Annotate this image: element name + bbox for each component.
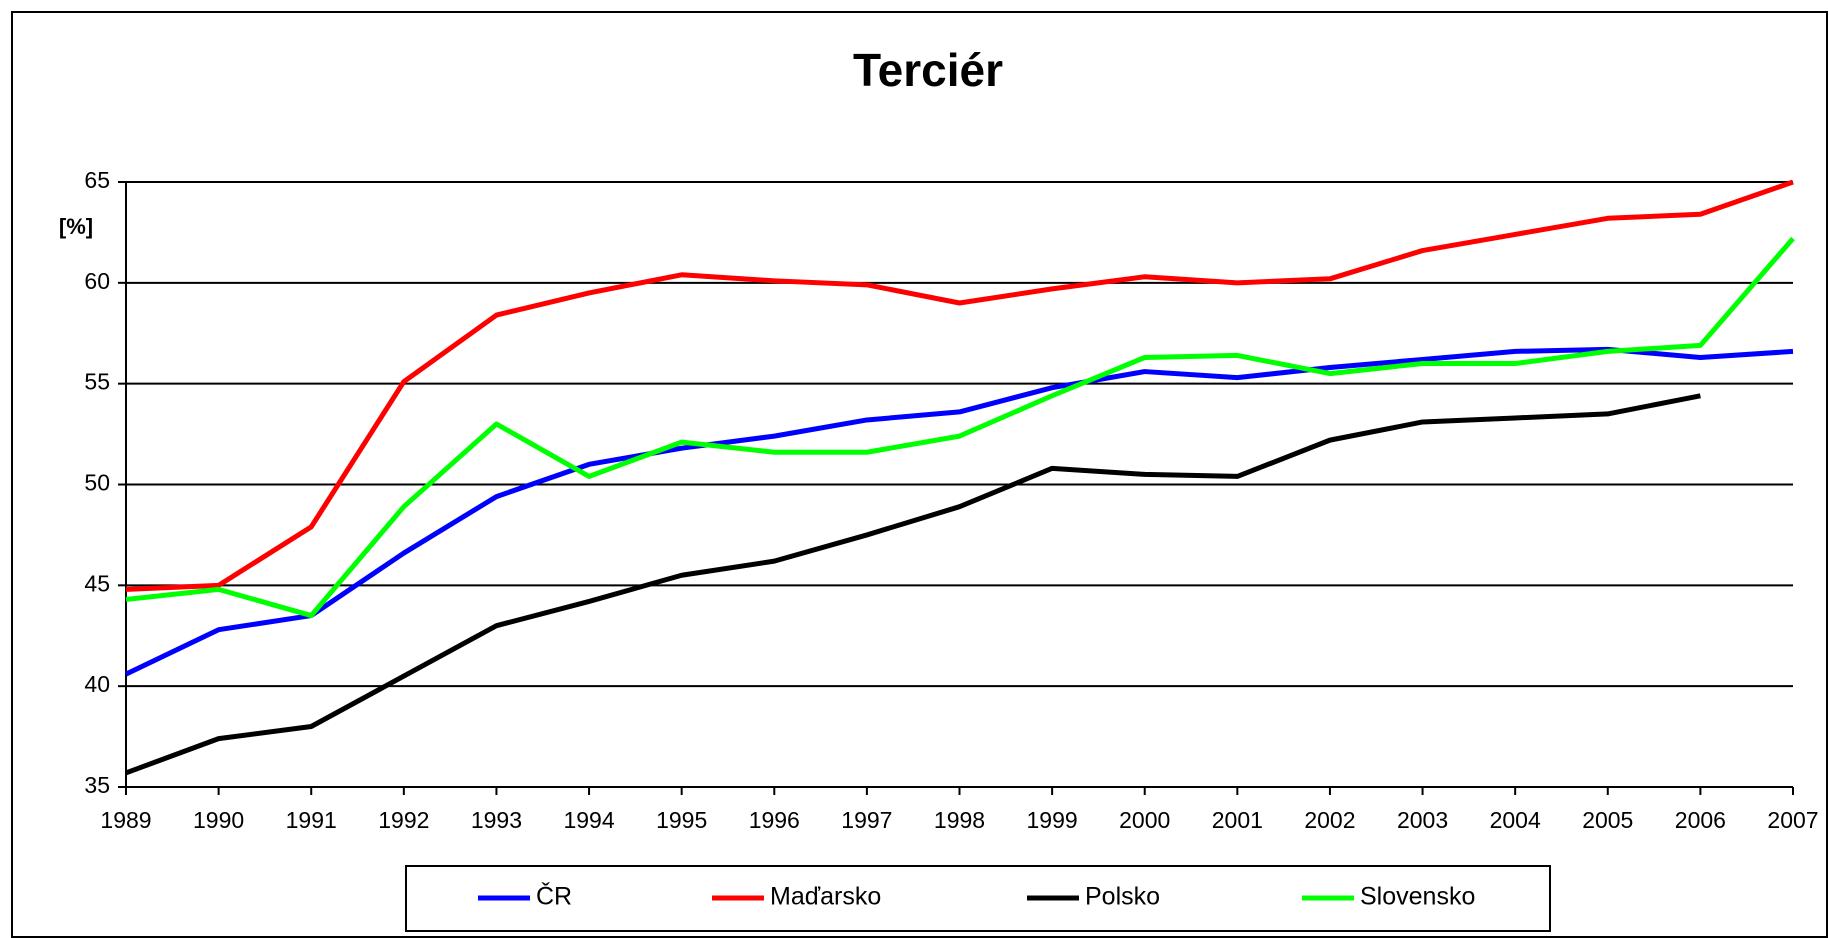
x-tick-label: 2006 (1675, 807, 1726, 833)
x-tick-label: 2005 (1582, 807, 1633, 833)
y-tick-label: 50 (84, 470, 110, 496)
x-tick-label: 2002 (1304, 807, 1355, 833)
x-tick-label: 1990 (193, 807, 244, 833)
legend-label: Slovensko (1360, 883, 1475, 911)
series-line (124, 346, 1794, 677)
y-tick-label: 60 (84, 268, 110, 294)
legend-label: ČR (536, 882, 572, 911)
series-line (125, 236, 1795, 619)
x-tick-label: 1993 (471, 807, 522, 833)
x-tick-label: 2004 (1490, 807, 1541, 833)
y-tick-label: 35 (84, 772, 110, 798)
y-tick-label: 55 (84, 369, 110, 395)
y-tick-label: 65 (84, 167, 110, 193)
legend-label: Polsko (1085, 883, 1160, 911)
y-tick-label: 45 (84, 570, 110, 596)
x-tick-label: 2003 (1397, 807, 1448, 833)
x-tick-label: 1999 (1027, 807, 1078, 833)
x-tick-label: 1996 (749, 807, 800, 833)
legend-box (405, 865, 1551, 932)
x-tick-label: 1992 (378, 807, 429, 833)
y-tick-label: 40 (84, 671, 110, 697)
chart-title: Terciér (853, 44, 1003, 96)
x-tick-label: 1998 (934, 807, 985, 833)
x-tick-label: 1989 (100, 807, 151, 833)
series-line (125, 393, 1701, 776)
x-tick-label: 2000 (1119, 807, 1170, 833)
series-line (125, 179, 1794, 592)
x-tick-label: 2007 (1767, 807, 1818, 833)
x-tick-label: 1997 (841, 807, 892, 833)
y-axis-label: [%] (59, 214, 93, 239)
legend-label: Maďarsko (770, 883, 881, 911)
x-tick-label: 1995 (656, 807, 707, 833)
x-tick-label: 1994 (563, 807, 614, 833)
chart-border (11, 11, 1828, 938)
x-tick-label: 1991 (286, 807, 337, 833)
x-tick-label: 2001 (1212, 807, 1263, 833)
